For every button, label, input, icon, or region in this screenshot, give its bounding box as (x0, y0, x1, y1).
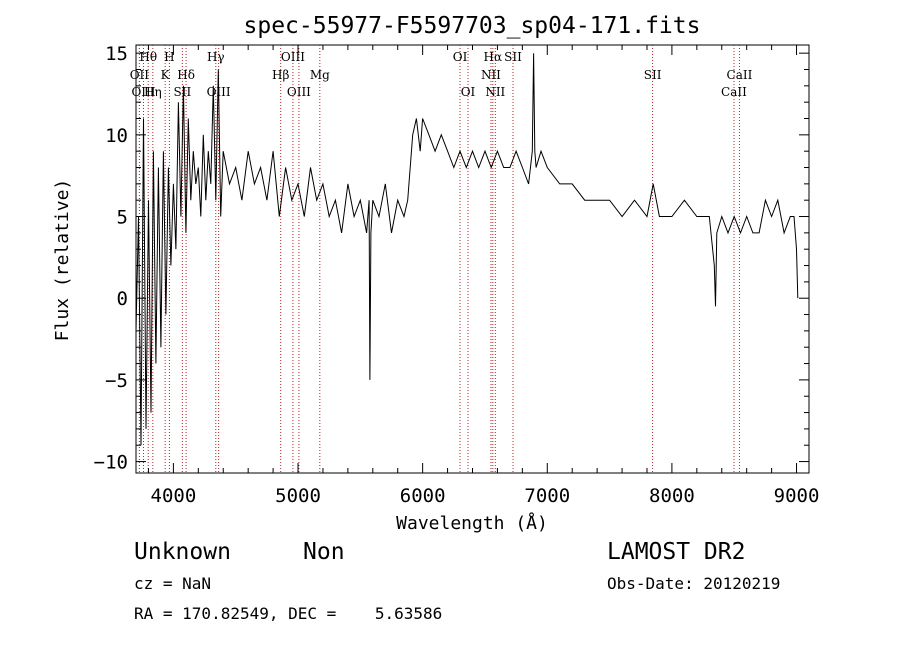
spectral-line-label: NII (485, 85, 505, 99)
class-label: Unknown (134, 539, 231, 565)
y-tick-label: 5 (117, 207, 128, 229)
cz-value: cz = NaN (134, 574, 212, 593)
x-tick-label: 5000 (275, 485, 321, 507)
spectral-line-label: Hγ (207, 50, 225, 64)
y-tick-label: −5 (105, 370, 128, 392)
coordinates: RA = 170.82549, DEC = 5.63586 (134, 604, 443, 623)
spectral-line-label: H (164, 50, 174, 64)
survey-label: LAMOST DR2 (607, 539, 746, 565)
spectral-line-markers (138, 45, 740, 473)
y-tick-label: 10 (105, 125, 128, 147)
x-tick-label: 6000 (400, 485, 446, 507)
spectral-line-label: SII (644, 68, 662, 82)
x-axis-ticks: 4000 5000 6000 7000 8000 9000 (147, 45, 820, 507)
y-tick-label: 15 (105, 43, 128, 65)
x-tick-label: 7000 (524, 485, 570, 507)
x-axis-label: Wavelength (Å) (396, 512, 548, 534)
plot-frame (135, 44, 810, 474)
spectral-line-label: Hδ (177, 68, 195, 82)
spectral-line-label: SII (174, 85, 192, 99)
x-tick-label: 9000 (774, 485, 820, 507)
spectral-line-label: OII (130, 68, 150, 82)
obs-date: Obs-Date: 20120219 (607, 574, 781, 593)
subclass-label: Non (303, 539, 345, 565)
spectral-line-label: CaII (721, 85, 747, 99)
spectral-line-label: OI (461, 85, 476, 99)
spectral-line-label: OIII (131, 85, 155, 99)
chart-title: spec-55977-F5597703_sp04-171.fits (244, 13, 701, 39)
y-tick-label: 0 (117, 288, 128, 310)
spectral-line-label: OIII (281, 50, 305, 64)
spectral-line-label: SII (504, 50, 522, 64)
spectral-line-label: Hη (144, 85, 162, 99)
spectrum-line (135, 53, 799, 446)
y-tick-label: −10 (94, 452, 128, 474)
spectral-line-label: Hθ (139, 50, 157, 64)
spectral-line-label: OI (453, 50, 468, 64)
spectral-line-label: Hα (484, 50, 503, 64)
spectral-line-label: K (161, 68, 171, 82)
y-axis-label: Flux (relative) (52, 179, 73, 342)
spectral-line-label: OIII (287, 85, 311, 99)
x-tick-label: 4000 (151, 485, 197, 507)
spectral-line-label: CaII (727, 68, 753, 82)
spectral-line-label: Mg (310, 68, 330, 82)
spectral-line-label: Hβ (272, 68, 289, 82)
y-axis-ticks: −10 −5 0 5 10 15 (94, 43, 809, 474)
spectral-line-label: NII (481, 68, 501, 82)
x-tick-label: 8000 (649, 485, 695, 507)
